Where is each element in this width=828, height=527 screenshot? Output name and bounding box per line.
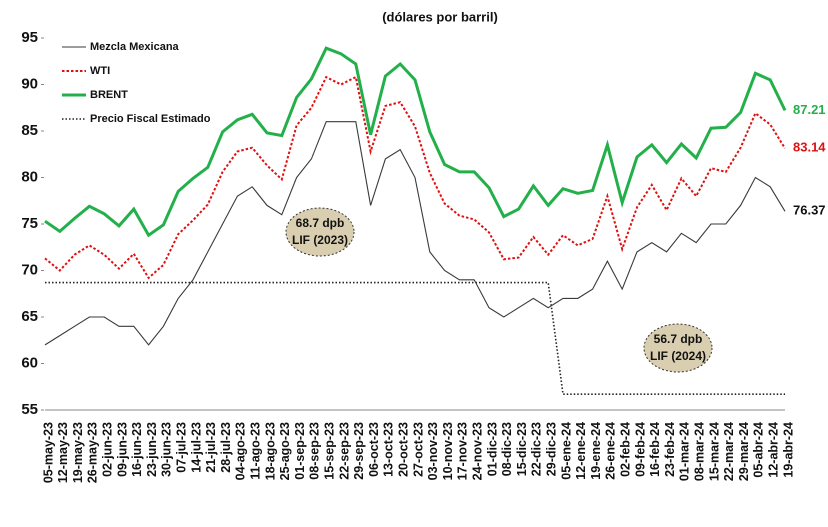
y-tick-label: 75: [21, 215, 38, 232]
x-tick-label: 30-jun-23: [160, 422, 174, 477]
end-label: 83.14: [793, 140, 826, 155]
x-tick-label: 22-dic-23: [530, 422, 544, 476]
series-line: [44, 75, 786, 280]
legend-label: BRENT: [90, 89, 128, 101]
x-tick-label: 20-oct-23: [396, 422, 410, 477]
x-tick-label: 23-jun-23: [145, 422, 159, 477]
series-line: [45, 281, 785, 395]
series-line: [44, 46, 787, 238]
x-tick-label: 08-dic-23: [500, 422, 514, 476]
x-tick-label: 19-may-23: [71, 422, 85, 483]
annotation-text: 68.7 dpb: [296, 216, 345, 230]
x-tick-label: 07-jul-23: [174, 422, 188, 473]
x-tick-label: 21-jul-23: [204, 422, 218, 473]
x-tick-label: 18-ago-23: [263, 422, 277, 480]
x-tick-label: 13-oct-23: [382, 422, 396, 477]
x-tick-label: 14-jul-23: [189, 422, 203, 473]
x-tick-label: 23-feb-24: [663, 422, 677, 477]
x-tick-label: 15-dic-23: [515, 422, 529, 476]
x-tick-label: 17-nov-23: [456, 422, 470, 480]
legend-label: Mezcla Mexicana: [90, 41, 180, 53]
legend-label: Precio Fiscal Estimado: [90, 113, 211, 125]
x-tick-label: 26-ene-24: [604, 422, 618, 480]
x-tick-label: 05-ene-24: [559, 422, 573, 480]
annotation-bubble: [285, 207, 355, 257]
x-tick-label: 01-sep-23: [293, 422, 307, 480]
y-tick-label: 70: [21, 261, 38, 278]
x-tick-label: 29-dic-23: [544, 422, 558, 476]
x-tick-label: 04-ago-23: [234, 422, 248, 480]
annotation-text: 56.7 dpb: [654, 332, 703, 346]
x-tick-label: 09-jun-23: [115, 422, 129, 477]
x-tick-label: 15-sep-23: [322, 422, 336, 480]
x-tick-label: 29-mar-24: [737, 422, 751, 481]
x-tick-label: 10-nov-23: [441, 422, 455, 480]
y-tick-label: 60: [21, 354, 38, 371]
y-tick-label: 95: [21, 29, 38, 46]
x-tick-label: 19-ene-24: [589, 422, 603, 480]
x-tick-label: 12-ene-24: [574, 422, 588, 480]
x-tick-label: 01-mar-24: [678, 422, 692, 481]
x-tick-label: 02-feb-24: [618, 422, 632, 477]
annotation: 56.7 dpb LIF (2024): [643, 323, 713, 373]
x-tick-label: 11-ago-23: [248, 422, 262, 480]
x-tick-label: 08-mar-24: [692, 422, 706, 481]
x-tick-label: 16-feb-24: [648, 422, 662, 477]
x-tick-label: 16-jun-23: [130, 422, 144, 477]
annotation-text: LIF (2023): [292, 233, 348, 247]
legend-label: WTI: [90, 65, 110, 77]
y-tick-label: 85: [21, 122, 38, 139]
annotation: 68.7 dpb LIF (2023): [285, 207, 355, 257]
x-tick-label: 01-dic-23: [485, 422, 499, 476]
x-tick-label: 15-mar-24: [707, 422, 721, 481]
x-tick-label: 03-nov-23: [426, 422, 440, 480]
x-tick-label: 02-jun-23: [100, 422, 114, 477]
annotation-bubble: [643, 323, 713, 373]
x-tick-label: 29-sep-23: [352, 422, 366, 480]
x-tick-label: 05-may-23: [41, 422, 55, 483]
y-tick-label: 80: [21, 168, 38, 185]
chart-title: (dólares por barril): [382, 9, 498, 24]
x-tick-label: 12-may-23: [56, 422, 70, 483]
annotation-text: LIF (2024): [650, 349, 706, 363]
end-label: 87.21: [793, 102, 826, 117]
x-tick-label: 25-ago-23: [278, 422, 292, 480]
y-tick-label: 65: [21, 308, 38, 325]
end-label: 76.37: [793, 203, 826, 218]
y-tick-label: 90: [21, 75, 38, 92]
x-tick-label: 05-abr-24: [752, 422, 766, 478]
x-tick-label: 27-oct-23: [411, 422, 425, 477]
y-tick-label: 55: [21, 401, 38, 418]
x-tick-label: 19-abr-24: [781, 422, 795, 478]
x-tick-label: 26-may-23: [86, 422, 100, 483]
x-tick-label: 22-sep-23: [337, 422, 351, 480]
x-tick-label: 22-mar-24: [722, 422, 736, 481]
x-tick-label: 28-jul-23: [219, 422, 233, 473]
x-tick-label: 12-abr-24: [766, 422, 780, 478]
x-tick-label: 24-nov-23: [470, 422, 484, 480]
x-tick-label: 08-sep-23: [308, 422, 322, 480]
x-tick-label: 09-feb-24: [633, 422, 647, 477]
x-tick-label: 06-oct-23: [367, 422, 381, 477]
series-line: [44, 121, 786, 346]
